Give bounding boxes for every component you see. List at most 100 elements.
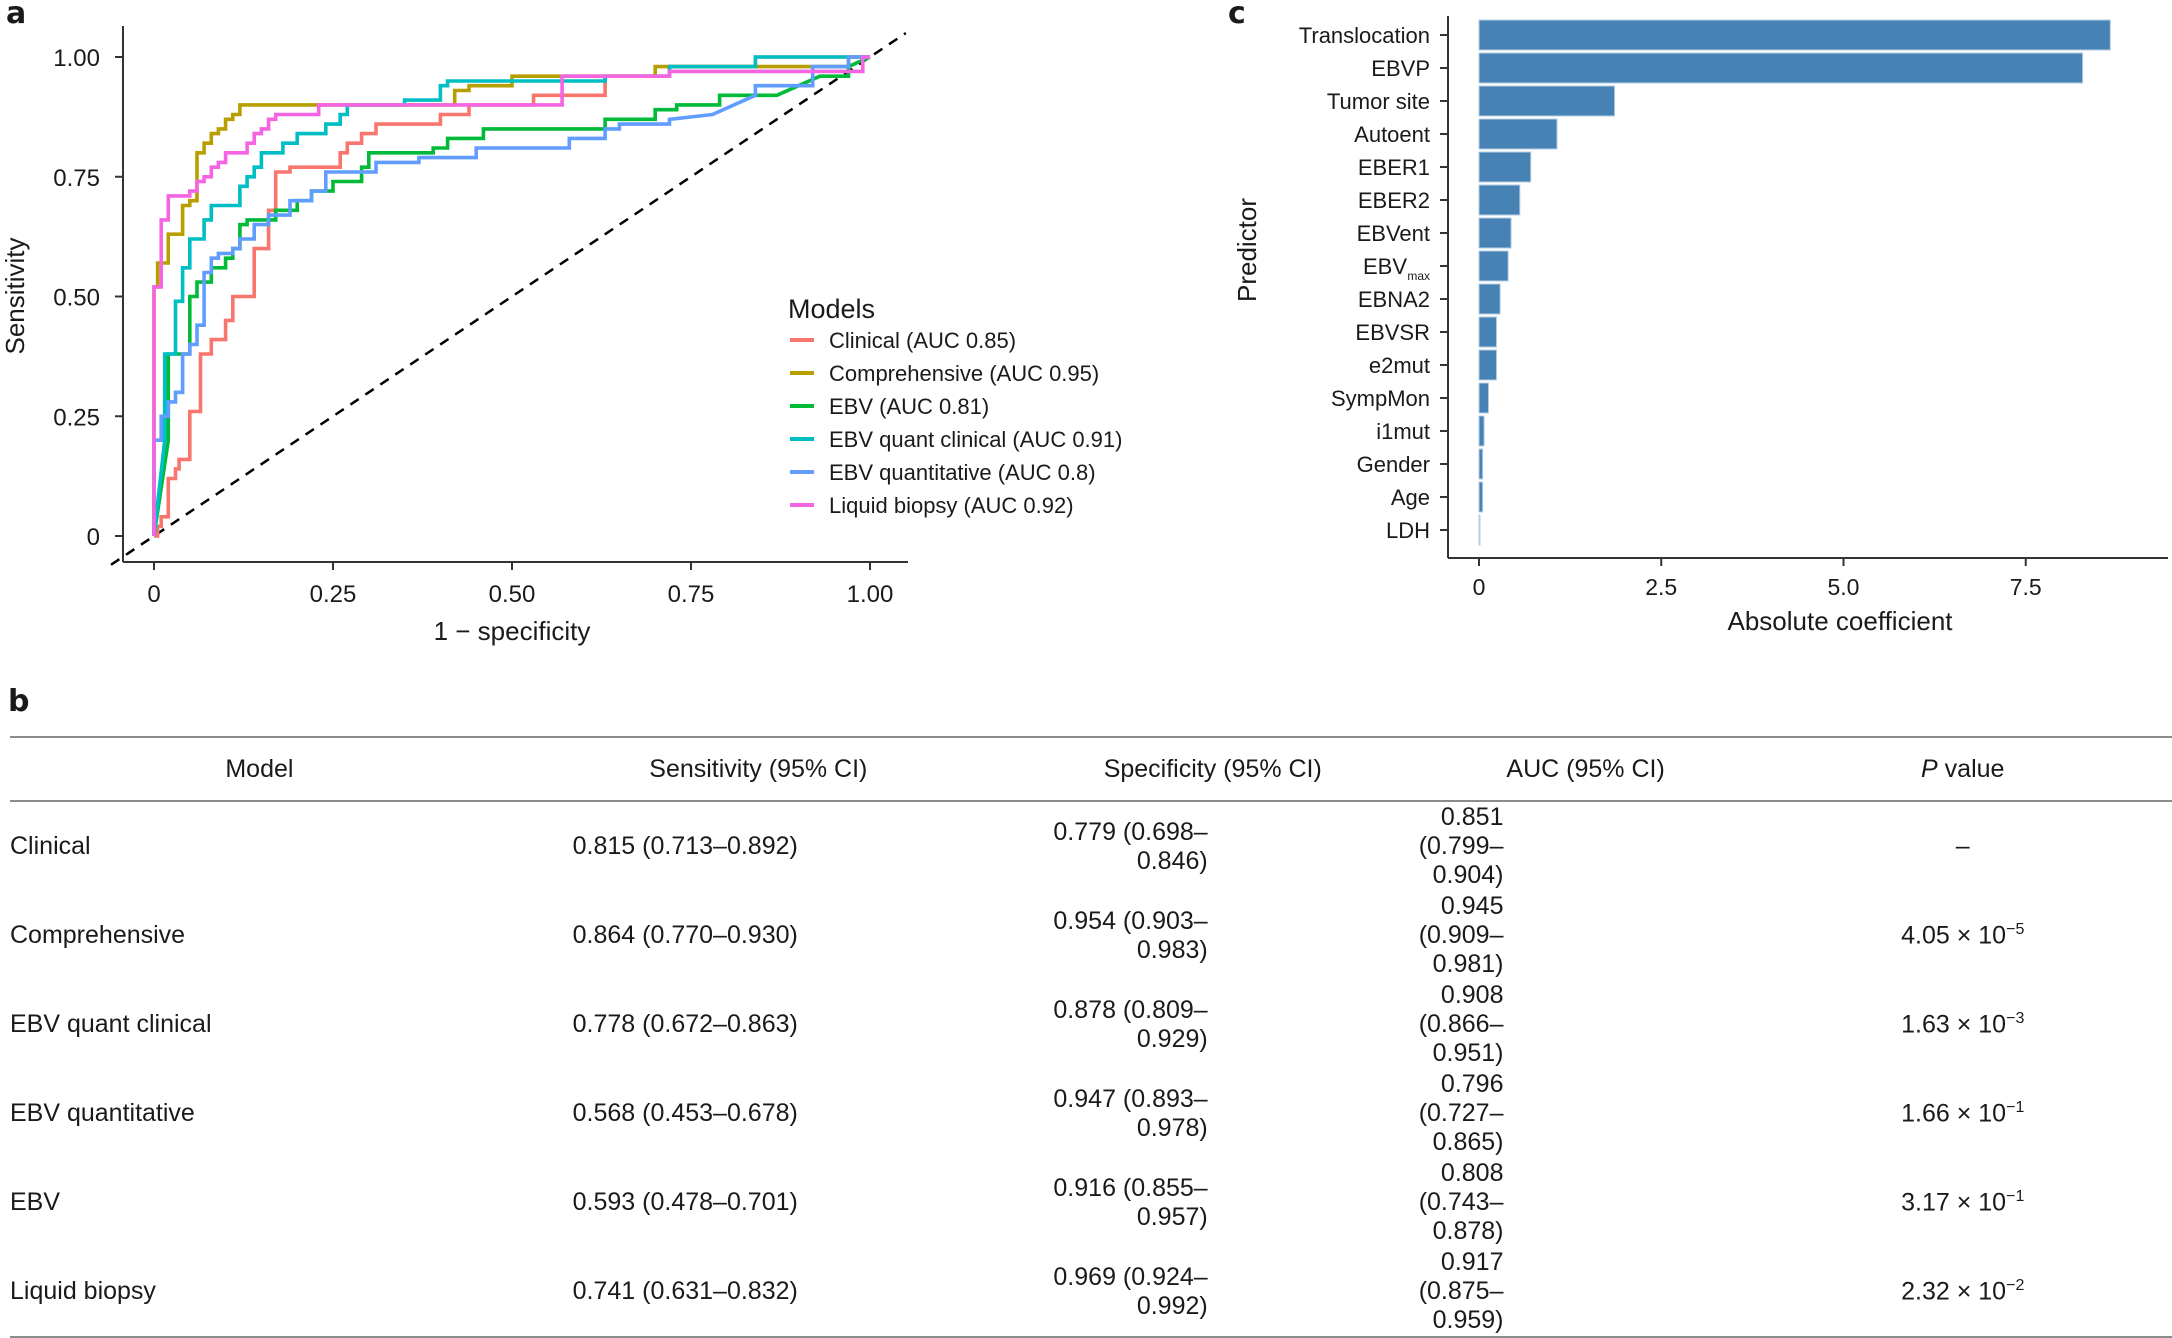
bar-e2mut	[1478, 349, 1497, 381]
roc-y-tick-label: 0.75	[53, 165, 100, 192]
bar-ebv-max	[1478, 250, 1509, 282]
cell-sensitivity: 0.815 (0.713–0.892)	[572, 832, 798, 860]
p-value-mantissa: 3.17 × 10	[1901, 1188, 2007, 1217]
legend-item-label: Clinical (AUC 0.85)	[829, 328, 1016, 353]
header-sensitivity: Sensitivity (95% CI)	[649, 754, 868, 783]
roc-curve-liquid-biopsy	[152, 55, 870, 536]
cell-specificity: 0.954 (0.903–0.983)	[1053, 906, 1208, 964]
bar-category-label: e2mut	[1369, 353, 1430, 378]
bar-category-label: Tumor site	[1327, 89, 1430, 114]
cell-model: EBV quant clinical	[10, 1010, 212, 1038]
cell-specificity: 0.779 (0.698– 0.846)	[1053, 817, 1208, 875]
table-header-row: Model Sensitivity (95% CI) Specificity (…	[10, 737, 2172, 801]
bar-category-label: Autoent	[1354, 122, 1430, 147]
legend-item-label: EBV quantitative (AUC 0.8)	[829, 460, 1096, 485]
reference-diagonal-line	[110, 32, 907, 566]
roc-x-tick-label: 0.50	[489, 581, 536, 608]
bar-age	[1478, 481, 1484, 513]
cell-model: EBV	[10, 1188, 61, 1216]
bar-category-label: EBVSR	[1355, 320, 1430, 345]
roc-y-tick-label: 0	[87, 524, 100, 551]
legend-item-label: Liquid biopsy (AUC 0.92)	[829, 493, 1074, 518]
roc-y-tick-label: 0.50	[53, 285, 100, 312]
bar-x-tick-label: 2.5	[1645, 574, 1677, 600]
bar-category-label: i1mut	[1376, 419, 1430, 444]
p-value-mantissa: 4.05 × 10	[1901, 921, 2007, 950]
bar-category-label: EBVent	[1357, 221, 1430, 246]
cell-auc: 0.908 (0.866–0.951)	[1418, 981, 1504, 1067]
table-row: EBV quant clinical 0.778 (0.672–0.863) 0.8…	[10, 980, 2172, 1069]
header-specificity: Specificity (95% CI)	[1103, 754, 1322, 783]
legend-item-label: EBV quant clinical (AUC 0.91)	[829, 427, 1122, 452]
bar-i1mut	[1478, 415, 1485, 447]
bar-x-tick-label: 0	[1473, 574, 1486, 600]
legend-item-label: EBV (AUC 0.81)	[829, 394, 989, 419]
p-value-exponent: −5	[2006, 920, 2025, 938]
roc-x-tick-label: 1.00	[847, 581, 894, 608]
table-row: EBV quantitative 0.568 (0.453–0.678) 0.947…	[10, 1069, 2172, 1158]
roc-y-tick-label: 0.25	[53, 404, 100, 431]
bar-tumor-site	[1478, 85, 1616, 117]
cell-p-value: 4.05 × 10−5	[1753, 891, 2172, 980]
panel-label-c: c	[1228, 0, 1246, 31]
bar-y-axis-title: Predictor	[1232, 198, 1262, 302]
bar-category-label: EBER1	[1358, 155, 1430, 180]
bar-sympmon	[1478, 382, 1489, 414]
cell-p-value: 1.66 × 10−1	[1753, 1069, 2172, 1158]
roc-legend: Models Clinical (AUC 0.85) Comprehensive …	[788, 294, 1122, 518]
coefficient-bar-chart: Translocation EBVP Tumor site Autoent EBER1 E…	[1232, 16, 2168, 636]
bar-x-axis-title: Absolute coefficient	[1728, 606, 1954, 636]
cell-auc: 0.808 (0.743–0.878)	[1418, 1159, 1504, 1245]
cell-auc: 0.945 (0.909–0.981)	[1418, 892, 1504, 978]
bar-x-tick-label: 5.0	[1828, 574, 1860, 600]
cell-p-value: 1.63 × 10−3	[1753, 980, 2172, 1069]
cell-auc: 0.917 (0.875–0.959)	[1418, 1248, 1504, 1334]
p-value-mantissa: 1.63 × 10	[1901, 1010, 2007, 1039]
p-value-exponent: −3	[2006, 1009, 2025, 1027]
roc-chart: 0 0.25 0.50 0.75 1.00 0 0.25 0.50 0.75 1.00 1 − …	[0, 26, 1122, 646]
bar-category-label: EBNA2	[1358, 287, 1430, 312]
roc-y-tick-label: 1.00	[53, 45, 100, 72]
bar-category-label: Age	[1391, 485, 1430, 510]
cell-auc: 0.796 (0.727–0.865)	[1418, 1070, 1504, 1156]
bar-category-label: EBER2	[1358, 188, 1430, 213]
bar-translocation	[1478, 19, 2111, 51]
bar-category-label: EBV	[1363, 254, 1407, 279]
p-value-exponent: −1	[2006, 1098, 2025, 1116]
cell-p-value: –	[1753, 801, 2172, 891]
header-p-italic: P	[1921, 754, 1938, 783]
p-value-mantissa: 2.32 × 10	[1901, 1277, 2007, 1306]
cell-model: Clinical	[10, 832, 91, 860]
roc-axes	[122, 26, 908, 563]
bar-category-label-subscript: max	[1407, 269, 1430, 283]
bar-category-label: Translocation	[1299, 23, 1430, 48]
roc-y-axis-title: Sensitivity	[0, 237, 30, 354]
header-model: Model	[225, 754, 294, 783]
legend-item-label: Comprehensive (AUC 0.95)	[829, 361, 1099, 386]
bar-ebvp	[1478, 52, 2084, 84]
roc-curve-ebv-quantitative	[152, 55, 870, 536]
bar-ebna2	[1478, 283, 1501, 315]
bar-eber1	[1478, 151, 1532, 183]
roc-x-tick-label: 0	[147, 581, 160, 608]
roc-x-tick-label: 0.25	[310, 581, 357, 608]
cell-specificity: 0.878 (0.809–0.929)	[1053, 995, 1208, 1053]
cell-specificity: 0.969 (0.924–0.992)	[1053, 1262, 1208, 1320]
roc-x-tick-label: 0.75	[668, 581, 715, 608]
cell-p-value: 3.17 × 10−1	[1753, 1158, 2172, 1247]
p-value-mantissa: –	[1955, 832, 1970, 860]
panel-label-a: a	[6, 0, 27, 31]
bar-ebvsr	[1478, 316, 1497, 348]
table-row: Comprehensive 0.864 (0.770–0.930) 0.954 (0…	[10, 891, 2172, 980]
header-auc: AUC (95% CI)	[1506, 754, 1665, 783]
roc-x-axis-title: 1 − specificity	[434, 616, 591, 646]
cell-model: Comprehensive	[10, 921, 186, 949]
cell-sensitivity: 0.741 (0.631–0.832)	[572, 1277, 798, 1305]
header-p-value: P value	[1753, 737, 2172, 801]
cell-specificity: 0.916 (0.855–0.957)	[1053, 1173, 1208, 1231]
bar-x-tick-label: 7.5	[2010, 574, 2042, 600]
header-p-rest: value	[1944, 754, 2005, 783]
cell-p-value: 2.32 × 10−2	[1753, 1247, 2172, 1337]
p-value-exponent: −2	[2006, 1276, 2025, 1294]
bar-gender	[1478, 448, 1484, 480]
